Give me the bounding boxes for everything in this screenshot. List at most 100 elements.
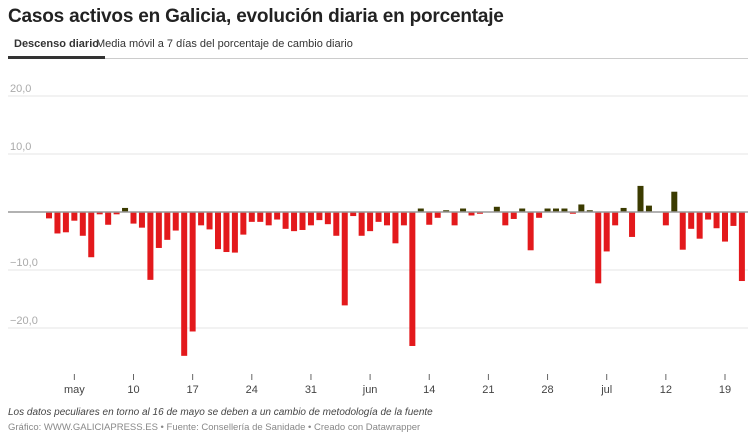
bar bbox=[316, 212, 323, 221]
bar bbox=[679, 212, 686, 250]
bar bbox=[147, 212, 154, 280]
tab-descenso-diario[interactable]: Descenso diario bbox=[8, 38, 105, 59]
tab-media-movil[interactable]: Media móvil a 7 días del porcentaje de c… bbox=[96, 38, 353, 50]
bar bbox=[671, 191, 678, 212]
bar bbox=[164, 212, 171, 240]
bar bbox=[172, 212, 179, 231]
x-tick-label: 19 bbox=[719, 384, 731, 396]
chart-note: Los datos peculiares en torno al 16 de m… bbox=[8, 407, 433, 418]
x-tick-label: 28 bbox=[541, 384, 553, 396]
y-tick-label: −10,0 bbox=[10, 257, 38, 269]
bar bbox=[510, 212, 517, 219]
chart-footer: Gráfico: WWW.GALICIAPRESS.ES • Fuente: C… bbox=[8, 422, 421, 433]
bar bbox=[291, 212, 298, 232]
y-tick-label: 20,0 bbox=[10, 83, 31, 95]
bar bbox=[629, 212, 636, 237]
bar bbox=[350, 212, 357, 217]
bar bbox=[265, 212, 272, 226]
bar bbox=[705, 212, 712, 220]
bar bbox=[738, 212, 745, 282]
bar bbox=[519, 208, 526, 212]
bar bbox=[215, 212, 221, 250]
bar bbox=[713, 212, 720, 229]
x-tick-label: 24 bbox=[246, 384, 258, 396]
bar bbox=[181, 212, 188, 356]
bar bbox=[553, 208, 559, 212]
bar bbox=[722, 212, 728, 242]
bar bbox=[198, 212, 205, 226]
x-tick-label: 17 bbox=[187, 384, 199, 396]
bar bbox=[569, 212, 576, 214]
bar bbox=[603, 212, 610, 252]
bar bbox=[71, 212, 78, 221]
bar bbox=[434, 212, 441, 218]
bar bbox=[730, 212, 737, 226]
bar bbox=[307, 212, 314, 226]
bar bbox=[96, 212, 103, 215]
bar bbox=[688, 212, 695, 229]
bar bbox=[460, 208, 467, 212]
bar bbox=[426, 212, 433, 225]
bar bbox=[113, 212, 120, 215]
x-tick-label: 12 bbox=[660, 384, 672, 396]
bar bbox=[561, 208, 568, 212]
bar bbox=[578, 204, 585, 212]
x-tick-label: jun bbox=[362, 384, 378, 396]
bar bbox=[88, 212, 95, 258]
bar bbox=[384, 212, 390, 226]
y-tick-label: −20,0 bbox=[10, 315, 38, 327]
bar bbox=[620, 207, 627, 212]
x-tick-label: 14 bbox=[423, 384, 435, 396]
bar bbox=[324, 212, 331, 225]
bar bbox=[451, 212, 458, 226]
bar bbox=[645, 205, 652, 212]
bar bbox=[400, 212, 407, 226]
bar bbox=[341, 212, 348, 306]
x-tick-label: may bbox=[64, 384, 85, 396]
bar bbox=[375, 212, 382, 222]
x-tick-label: 10 bbox=[127, 384, 139, 396]
bar bbox=[231, 212, 238, 253]
bar bbox=[79, 212, 86, 236]
tab-bar: Descenso diario Media móvil a 7 días del… bbox=[8, 38, 748, 59]
bar bbox=[595, 212, 602, 284]
bar bbox=[122, 207, 129, 212]
bar bbox=[409, 212, 416, 346]
x-tick-label: 21 bbox=[482, 384, 494, 396]
bar bbox=[358, 212, 365, 236]
bar-chart: 20,0 10,0 −10,0 −20,0 may 10 17 24 31 jun 14 21 28 ju… bbox=[8, 83, 748, 396]
bar bbox=[46, 212, 52, 219]
bar bbox=[54, 212, 61, 234]
bar bbox=[443, 210, 450, 212]
bar bbox=[586, 210, 593, 212]
bar bbox=[417, 208, 424, 212]
x-tick-label: 31 bbox=[305, 384, 317, 396]
bar bbox=[282, 212, 289, 229]
bar bbox=[189, 212, 196, 332]
bar bbox=[637, 185, 644, 212]
chart-title: Casos activos en Galicia, evolución diar… bbox=[8, 6, 504, 27]
x-tick-label: jul bbox=[600, 384, 612, 396]
bar bbox=[274, 212, 281, 220]
bar bbox=[476, 212, 483, 214]
bar bbox=[248, 212, 255, 222]
bar bbox=[367, 212, 374, 232]
bar bbox=[468, 212, 475, 216]
bar bbox=[662, 212, 669, 226]
bar bbox=[612, 212, 619, 226]
bar bbox=[206, 212, 213, 230]
bar bbox=[155, 212, 162, 248]
bar bbox=[240, 212, 247, 235]
bar bbox=[527, 212, 534, 251]
bar bbox=[62, 212, 69, 233]
bar bbox=[130, 212, 137, 224]
bar bbox=[257, 212, 264, 222]
bar bbox=[392, 212, 399, 244]
bar bbox=[536, 212, 543, 218]
bar bbox=[696, 212, 703, 239]
bar bbox=[138, 212, 145, 228]
y-tick-label: 10,0 bbox=[10, 141, 31, 153]
bar bbox=[493, 206, 500, 212]
bar bbox=[105, 212, 112, 225]
bar bbox=[333, 212, 340, 236]
